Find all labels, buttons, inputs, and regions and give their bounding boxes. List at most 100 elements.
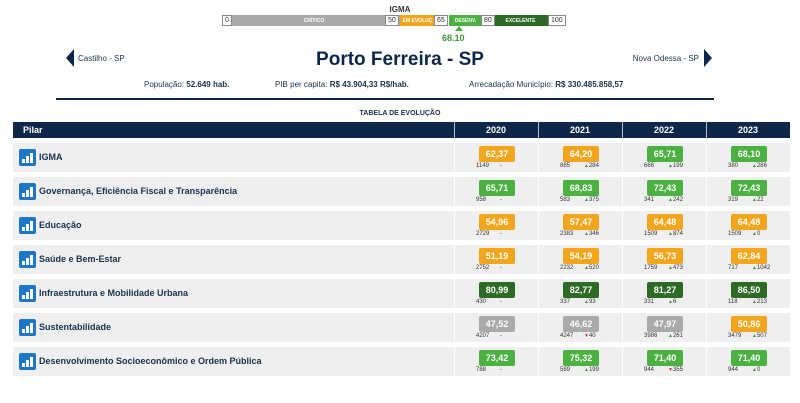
rank-value: 1759 [644, 265, 658, 271]
bar-chart-icon [19, 353, 36, 370]
score-badge: 68,83 [563, 180, 599, 196]
rank-change-value: 473 [672, 265, 683, 271]
rank-change-value: 0 [756, 231, 761, 237]
next-city-link[interactable]: Nova Odessa - SP [633, 49, 712, 67]
rank-change-value: 261 [672, 333, 683, 339]
stat-pib: PIB per capita: R$ 43.904,33 R$/hab. [275, 80, 409, 89]
scale-segment-em-evolucao: EM EVOLUÇ [400, 15, 435, 26]
header-separator [538, 122, 539, 138]
stat-populacao-label: População: [144, 80, 185, 89]
rank-change-value: 286 [756, 163, 767, 169]
column-separator [706, 177, 707, 206]
score-badge: 62,37 [479, 146, 515, 162]
rank-value: 2752 [476, 265, 490, 271]
column-separator [622, 279, 623, 308]
column-separator [538, 347, 539, 376]
column-separator [538, 211, 539, 240]
column-separator [706, 211, 707, 240]
rank-change: ▲22 [752, 197, 764, 203]
score-badge: 80,99 [479, 282, 515, 298]
prev-city-link[interactable]: Castilho - SP [66, 49, 125, 67]
year-cell-2022: 81,27 331 ▲6 [622, 279, 706, 308]
arrow-up-icon: ▲ [584, 197, 589, 203]
rank-value: 944 [728, 367, 739, 373]
rank-change-value: 93 [588, 299, 596, 305]
rank-change: ▲284 [584, 163, 599, 169]
arrow-left-icon[interactable] [66, 49, 74, 67]
table-row: Educação 54,96 2729-57,47 2383 ▲346 64,48 1509… [13, 211, 790, 240]
scale-tick-65: 65 [434, 15, 448, 26]
score-badge: 73,42 [479, 350, 515, 366]
score-badge: 72,43 [647, 180, 683, 196]
stat-pib-label: PIB per capita: [275, 80, 328, 89]
year-cell-2022: 64,48 1509 ▲874 [622, 211, 706, 240]
rank-change-value: 284 [588, 163, 599, 169]
scale-segment-critico: CRÍTICO [228, 15, 400, 26]
year-cell-2020: 73,42 788 - [454, 347, 538, 376]
arrow-up-icon: ▲ [752, 265, 757, 271]
column-separator [454, 313, 455, 342]
score-badge: 75,32 [563, 350, 599, 366]
rank-change-value: 1042 [756, 265, 771, 271]
year-cell-2021: 46,62 4247 ▼40 [538, 313, 622, 342]
bar-chart-icon [19, 183, 36, 200]
year-cell-2021: 82,77 337 ▲93 [538, 279, 622, 308]
score-badge: 64,20 [563, 146, 599, 162]
rank-value: 3479 [728, 333, 742, 339]
rank-change: ▲346 [584, 231, 599, 237]
score-badge: 51,19 [479, 248, 515, 264]
rank-value: 2232 [560, 265, 574, 271]
header-year-2023: 2023 [737, 125, 759, 135]
rank-value: 583 [560, 197, 571, 203]
rank-change: - [500, 333, 502, 339]
prev-city-label[interactable]: Castilho - SP [78, 53, 125, 63]
rank-change-value: - [500, 333, 502, 339]
column-separator [622, 245, 623, 274]
rank-change-value: - [500, 197, 502, 203]
column-separator [706, 143, 707, 172]
score-badge: 81,27 [647, 282, 683, 298]
rank-value: 2383 [560, 231, 574, 237]
arrow-right-icon[interactable] [704, 49, 712, 67]
column-separator [622, 177, 623, 206]
rank-value: 589 [560, 367, 571, 373]
score-badge: 65,71 [647, 146, 683, 162]
rank-change-value: 0 [756, 367, 761, 373]
bar-chart-icon [19, 285, 36, 302]
score-badge: 50,86 [731, 316, 767, 332]
stat-arrecadacao-value: R$ 330.485.858,57 [555, 80, 624, 89]
scale-tick-50: 50 [385, 15, 399, 26]
rank-change: ▲1042 [752, 265, 770, 271]
table-row: Desenvolvimento Socioeconômico e Ordem P… [13, 347, 790, 376]
rank-value: 430 [476, 299, 487, 305]
score-badge: 54,96 [479, 214, 515, 230]
header-divider [56, 98, 714, 100]
arrow-up-icon: ▲ [584, 367, 589, 373]
rank-value: 319 [728, 197, 739, 203]
score-badge: 71,40 [731, 350, 767, 366]
year-cell-2021: 75,32 589 ▲199 [538, 347, 622, 376]
header-separator [622, 122, 623, 138]
rank-change-value: - [500, 163, 502, 169]
arrow-up-icon: ▲ [668, 265, 673, 271]
column-separator [454, 143, 455, 172]
score-badge: 47,97 [647, 316, 683, 332]
year-cell-2020: 54,96 2729 - [454, 211, 538, 240]
rank-change-value: - [500, 265, 502, 271]
rank-change-value: 520 [588, 265, 599, 271]
year-cell-2022: 71,40 944 ▼355 [622, 347, 706, 376]
column-separator [538, 279, 539, 308]
pilar-label: Governança, Eficiência Fiscal e Transpar… [39, 186, 238, 196]
table-header: Pilar 2020 2021 2022 2023 [13, 122, 790, 138]
rank-change-value: 40 [588, 333, 596, 339]
score-badge: 72,43 [731, 180, 767, 196]
arrow-up-icon: ▲ [584, 163, 589, 169]
next-city-label[interactable]: Nova Odessa - SP [632, 53, 699, 63]
rank-change: ▲507 [752, 333, 767, 339]
table-row: Infraestrutura e Mobilidade Urbana 80,99 4… [13, 279, 790, 308]
score-badge: 86,50 [731, 282, 767, 298]
rank-change: - [500, 367, 502, 373]
rank-value: 1149 [476, 163, 489, 169]
rank-value: 666 [644, 163, 655, 169]
column-separator [454, 279, 455, 308]
